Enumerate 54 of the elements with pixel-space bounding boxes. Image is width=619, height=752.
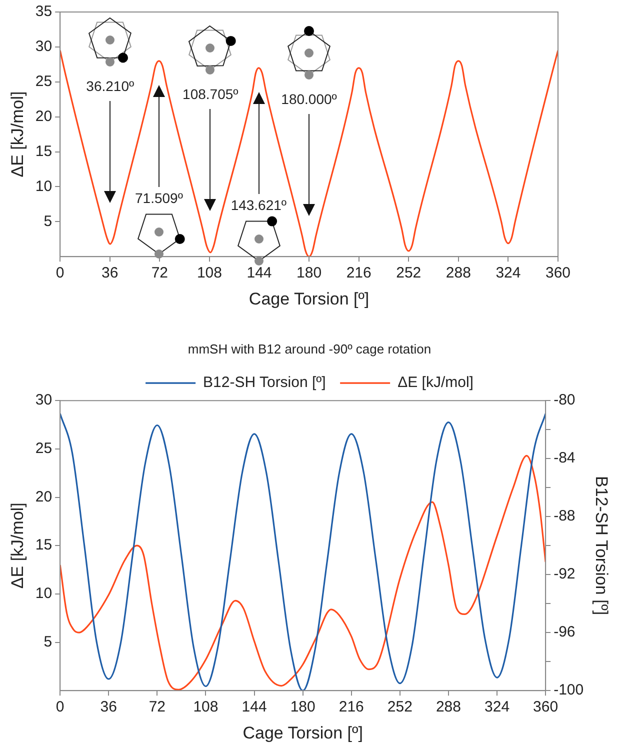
x-tick-label: 324 <box>496 264 521 282</box>
x-tick-label: 108 <box>193 698 218 716</box>
x-tick-label: 360 <box>545 264 571 282</box>
x-tick-label: 324 <box>484 698 510 716</box>
x-tick-label: 180 <box>296 264 322 282</box>
annotation: 36.210º <box>85 77 136 96</box>
y-tick-label: 5 <box>44 633 52 650</box>
y-tick-label: 25 <box>35 73 52 90</box>
y-axis-title: ΔE [kJ/mol] <box>8 91 27 178</box>
y2-axis-title: B12-SH Torsion [º] <box>592 476 612 616</box>
annotation: 71.509º <box>134 188 184 207</box>
annotation: 180.000º <box>280 90 338 108</box>
y-tick-label: 30 <box>35 392 52 409</box>
x-tick-label: 0 <box>56 698 64 716</box>
x-tick-label: 288 <box>436 698 461 716</box>
y-tick-label: 10 <box>35 178 52 195</box>
y-tick-label: 15 <box>35 536 52 554</box>
y2-tick-label: -96 <box>554 624 576 641</box>
x-tick-label: 36 <box>100 698 117 716</box>
x-tick-label: 108 <box>196 264 222 282</box>
y-tick-label: 25 <box>35 440 52 458</box>
x-tick-label: 144 <box>242 698 267 716</box>
x-axis-title: Cage Torsion [º] <box>242 723 363 742</box>
y-tick-label: 5 <box>44 212 52 230</box>
x-tick-label: 72 <box>148 698 166 716</box>
y-tick-label: 30 <box>35 38 52 56</box>
y2-tick-label: -92 <box>554 566 576 583</box>
x-tick-label: 252 <box>396 264 422 282</box>
x-axis-title: Cage Torsion [º] <box>248 289 370 308</box>
x-tick-label: 288 <box>446 264 471 282</box>
y-tick-label: 20 <box>35 108 52 125</box>
legend-label: ΔE [kJ/mol] <box>398 374 474 392</box>
x-tick-label: 216 <box>346 264 372 282</box>
legend-label: B12-SH Torsion [º] <box>203 374 326 392</box>
x-tick-label: 72 <box>151 264 168 282</box>
y-tick-label: 20 <box>35 488 52 506</box>
x-tick-label: 252 <box>387 698 412 716</box>
y2-tick-label: -100 <box>554 682 584 699</box>
y2-tick-label: -88 <box>554 508 576 525</box>
y2-tick-label: -84 <box>554 450 576 467</box>
y-tick-label: 10 <box>35 585 52 602</box>
x-tick-label: 144 <box>246 264 272 282</box>
annotation: 143.621º <box>230 196 288 214</box>
y-tick-label: 15 <box>35 142 52 160</box>
x-tick-label: 216 <box>338 698 364 716</box>
y-tick-label: 35 <box>35 3 52 20</box>
x-tick-label: 360 <box>533 698 558 716</box>
chart-title: mmSH with B12 around -90º cage rotation <box>188 341 432 356</box>
x-tick-label: 0 <box>56 264 64 282</box>
y2-tick-label: -80 <box>554 392 576 409</box>
y-axis-title: ΔE [kJ/mol] <box>8 502 27 589</box>
x-tick-label: 180 <box>290 698 316 716</box>
annotation: 108.705º <box>182 85 240 104</box>
x-tick-label: 36 <box>102 264 118 282</box>
